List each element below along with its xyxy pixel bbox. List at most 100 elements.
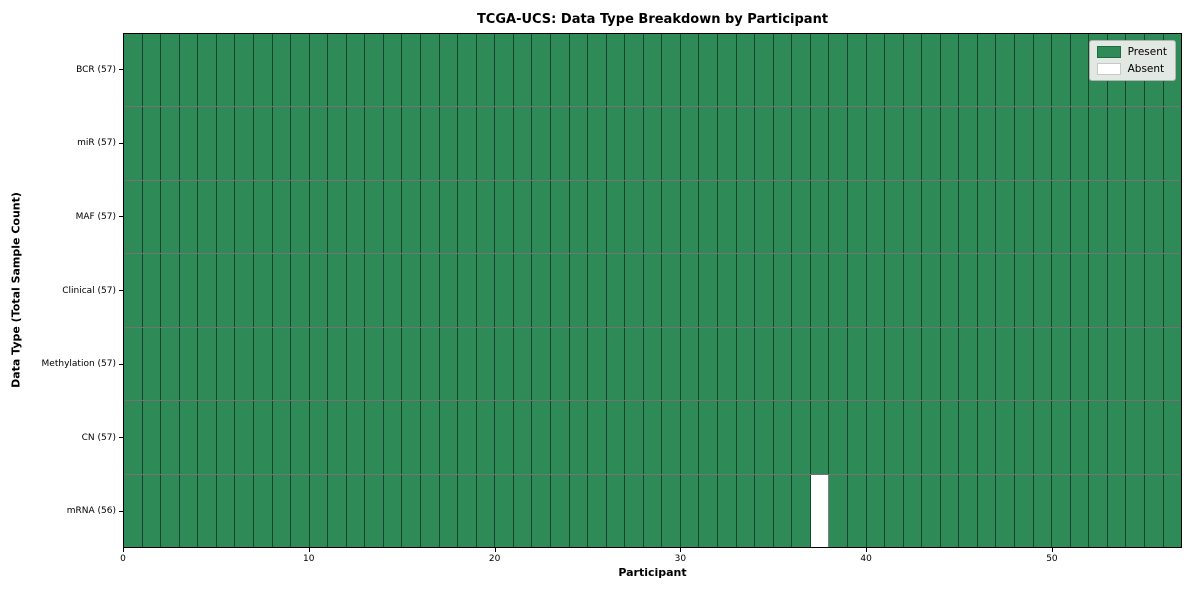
- heatmap-cell-present: [773, 254, 793, 327]
- heatmap-cell-present: [291, 474, 310, 547]
- heatmap-row-methylation: [124, 327, 1182, 402]
- heatmap-cell-present: [495, 474, 514, 547]
- heatmap-cell-present: [198, 474, 217, 547]
- heatmap-cell-present: [773, 107, 793, 180]
- heatmap-cell-present: [272, 474, 292, 547]
- heatmap-cell-present: [810, 107, 830, 180]
- heatmap-cell-present: [569, 474, 589, 547]
- heatmap-cell-present: [513, 34, 533, 107]
- x-tick-mark: [494, 548, 496, 552]
- heatmap-cell-present: [1052, 401, 1071, 474]
- heatmap-cell-present: [996, 34, 1015, 107]
- heatmap-cell-present: [402, 180, 421, 254]
- heatmap-cell-present: [421, 254, 440, 327]
- heatmap-cell-present: [179, 180, 199, 254]
- heatmap-cell-present: [792, 180, 811, 254]
- heatmap-cell-present: [421, 34, 440, 107]
- heatmap-cell-present: [829, 180, 848, 254]
- heatmap-cell-present: [977, 327, 997, 401]
- heatmap-cell-present: [755, 327, 774, 401]
- heatmap-cell-present: [1015, 474, 1034, 547]
- heatmap-row-mrna: [124, 474, 1182, 547]
- heatmap-cell-present: [253, 107, 273, 180]
- heatmap-cell-present: [959, 34, 978, 107]
- heatmap-cell-present: [847, 474, 867, 547]
- heatmap-cell-present: [439, 34, 459, 107]
- heatmap-cell-present: [513, 180, 533, 254]
- heatmap-cell-present: [959, 327, 978, 401]
- heatmap-cell-present: [421, 180, 440, 254]
- heatmap-cell-present: [439, 107, 459, 180]
- heatmap-cell-present: [495, 254, 514, 327]
- y-tick-label-mir: miR (57): [77, 138, 116, 149]
- heatmap-cell-present: [699, 34, 718, 107]
- heatmap-cell-present: [643, 34, 663, 107]
- heatmap-cell-present: [235, 34, 254, 107]
- heatmap-cell-present: [680, 254, 700, 327]
- heatmap-cell-present: [940, 180, 960, 254]
- heatmap-cell-present: [272, 180, 292, 254]
- heatmap-cell-present: [792, 107, 811, 180]
- heatmap-cell-present: [1033, 107, 1053, 180]
- heatmap-cell-present: [439, 401, 459, 474]
- heatmap-cell-present: [532, 180, 551, 254]
- heatmap-cell-present: [253, 254, 273, 327]
- heatmap-cell-present: [829, 327, 848, 401]
- heatmap-cell-present: [365, 401, 384, 474]
- heatmap-cell-present: [235, 401, 254, 474]
- heatmap-cell-present: [569, 34, 589, 107]
- heatmap-cell-present: [569, 327, 589, 401]
- heatmap-cell-present: [328, 474, 347, 547]
- heatmap-cell-present: [1107, 474, 1127, 547]
- heatmap-cell-present: [773, 34, 793, 107]
- heatmap-cell-present: [606, 34, 626, 107]
- heatmap-cell-present: [1052, 327, 1071, 401]
- heatmap-cell-present: [216, 107, 236, 180]
- heatmap-cell-present: [606, 254, 626, 327]
- heatmap-cell-present: [977, 254, 997, 327]
- heatmap-cell-present: [940, 34, 960, 107]
- heatmap-cell-present: [309, 254, 329, 327]
- heatmap-cell-present: [643, 254, 663, 327]
- heatmap-cell-present: [736, 327, 756, 401]
- heatmap-cell-present: [959, 401, 978, 474]
- heatmap-cell-present: [922, 34, 941, 107]
- heatmap-cell-present: [699, 327, 718, 401]
- heatmap-cell-present: [1033, 474, 1053, 547]
- y-tick-label-methylation: Methylation (57): [41, 359, 116, 370]
- heatmap-cell-present: [847, 180, 867, 254]
- heatmap-cell-present: [1144, 327, 1164, 401]
- heatmap-cell-present: [588, 474, 607, 547]
- heatmap-cell-present: [124, 474, 143, 547]
- heatmap-cell-present: [662, 34, 681, 107]
- heatmap-cell-present: [755, 401, 774, 474]
- heatmap-cell-present: [885, 327, 904, 401]
- heatmap-cell-present: [383, 401, 403, 474]
- heatmap-cell-present: [588, 34, 607, 107]
- heatmap-cell-present: [718, 327, 737, 401]
- heatmap-cell-present: [736, 401, 756, 474]
- heatmap-cell-present: [216, 474, 236, 547]
- heatmap-cell-present: [476, 254, 496, 327]
- heatmap-cell-present: [940, 401, 960, 474]
- heatmap-cell-present: [550, 327, 570, 401]
- heatmap-cell-present: [235, 327, 254, 401]
- heatmap-cell-present: [142, 474, 162, 547]
- heatmap-cell-present: [476, 34, 496, 107]
- heatmap-cell-present: [810, 401, 830, 474]
- heatmap-cell-present: [625, 401, 644, 474]
- heatmap-cell-present: [977, 401, 997, 474]
- heatmap-cell-present: [365, 107, 384, 180]
- heatmap-cell-present: [1070, 254, 1090, 327]
- heatmap-cell-present: [328, 401, 347, 474]
- heatmap-cell-present: [810, 327, 830, 401]
- heatmap-cell-present: [940, 254, 960, 327]
- heatmap-cell-present: [495, 401, 514, 474]
- heatmap-cell-present: [161, 107, 180, 180]
- heatmap-cell-present: [161, 180, 180, 254]
- heatmap-cell-present: [161, 474, 180, 547]
- legend-entry-present: Present: [1096, 46, 1167, 58]
- heatmap-cell-present: [903, 107, 923, 180]
- x-tick-mark: [123, 548, 124, 552]
- heatmap-row-bcr: [124, 34, 1182, 108]
